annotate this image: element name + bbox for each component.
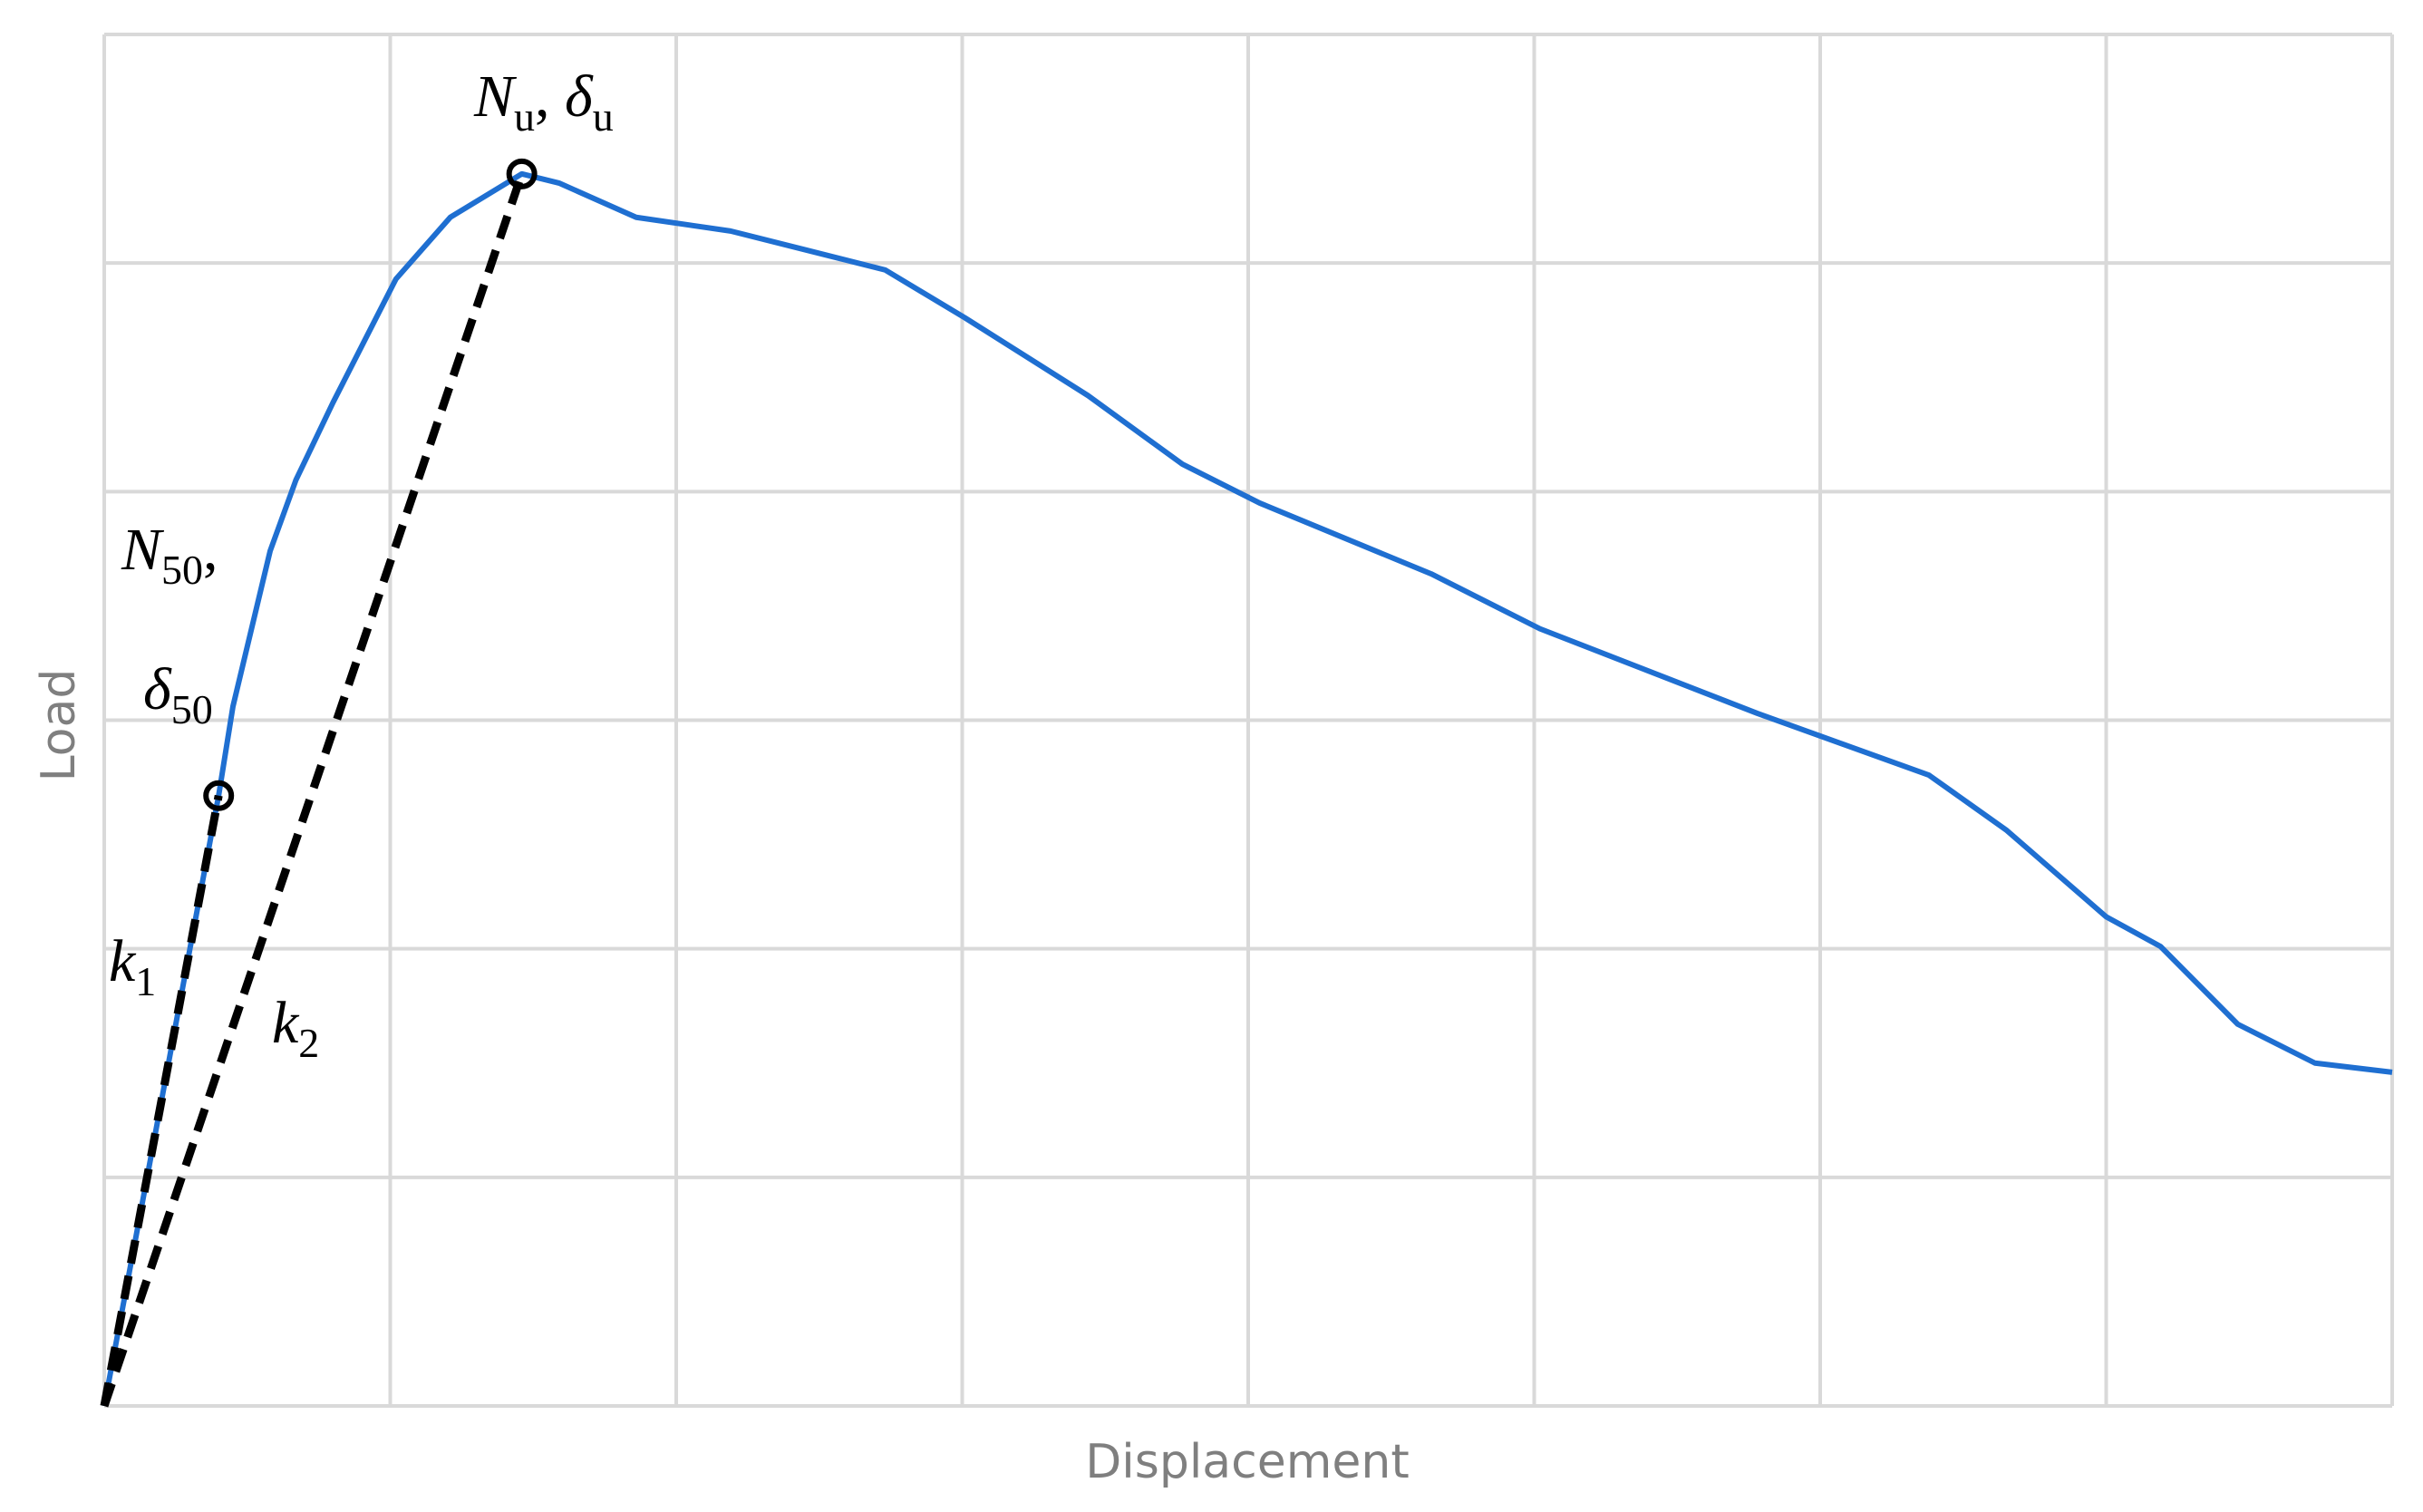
point-marker xyxy=(506,158,538,189)
annotation-subscript: u xyxy=(593,93,614,140)
annotation: k2 xyxy=(272,990,319,1066)
annotation: k1 xyxy=(109,928,156,1004)
annotation-subscript: 50 xyxy=(161,547,203,593)
annotation-symbol: N xyxy=(121,517,165,583)
annotation: δ50 xyxy=(143,656,213,732)
annotation-subscript: 2 xyxy=(298,1020,319,1066)
annotation-symbol: δ xyxy=(143,656,172,722)
annotation: N50, xyxy=(121,517,218,593)
annotation-subscript: 1 xyxy=(135,958,156,1004)
annotation-symbol: , xyxy=(535,63,565,130)
annotation-symbol: k xyxy=(109,928,137,994)
y-axis-title: Load xyxy=(32,669,86,782)
point-marker xyxy=(203,780,235,811)
annotation-subscript: 50 xyxy=(171,686,213,732)
secant-line xyxy=(100,172,526,1408)
annotation-symbol: δ xyxy=(565,63,594,130)
annotation: Nu, δu xyxy=(473,63,614,140)
data-line xyxy=(102,170,2393,1407)
annotation-symbol: k xyxy=(272,990,300,1056)
secant-line xyxy=(100,794,223,1407)
annotation-subscript: u xyxy=(514,93,535,140)
annotation-symbol: , xyxy=(203,517,218,583)
x-axis-title: Displacement xyxy=(1085,1435,1409,1489)
annotation-symbol: N xyxy=(473,63,518,130)
